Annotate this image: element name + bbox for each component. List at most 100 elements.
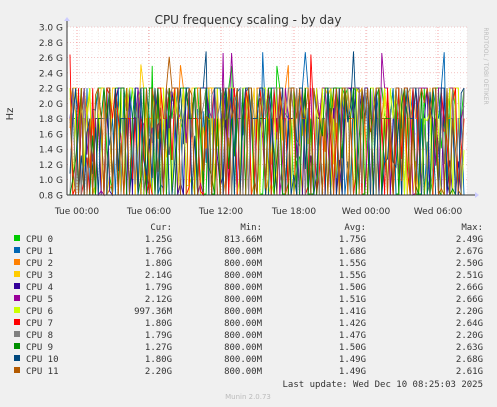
legend-series-name: CPU 10	[26, 355, 59, 365]
legend-series-name: CPU 5	[26, 295, 53, 305]
legend-series-name: CPU 4	[26, 283, 53, 293]
legend-series-name: CPU 1	[26, 247, 53, 257]
x-tick-label: Wed 00:00	[342, 207, 391, 217]
legend-swatch	[14, 331, 20, 337]
legend-swatch	[14, 343, 20, 349]
legend-value-avg: 1.50G	[339, 343, 366, 353]
y-tick-label: 2.2 G	[39, 85, 63, 95]
legend-value-cur: 1.25G	[145, 235, 172, 245]
legend-value-avg: 1.55G	[339, 271, 366, 281]
y-tick-label: 2.6 G	[39, 54, 63, 64]
legend-value-max: 2.64G	[456, 319, 483, 329]
y-axis-arrow-icon	[64, 17, 70, 21]
legend-value-max: 2.68G	[456, 355, 483, 365]
series-line-cpu-7	[69, 54, 465, 197]
legend-value-min: 800.00M	[224, 259, 263, 269]
legend-value-avg: 1.75G	[339, 235, 366, 245]
legend-value-cur: 1.80G	[145, 355, 172, 365]
legend-value-avg: 1.47G	[339, 331, 366, 341]
legend-series-name: CPU 8	[26, 331, 53, 341]
x-tick-label: Tue 12:00	[198, 207, 243, 217]
legend-value-cur: 1.80G	[145, 319, 172, 329]
legend-value-max: 2.66G	[456, 295, 483, 305]
legend-value-avg: 1.42G	[339, 319, 366, 329]
legend-value-cur: 2.14G	[145, 271, 172, 281]
legend-value-avg: 1.49G	[339, 367, 366, 377]
legend: Cur: Min: Avg: Max: CPU 0 1.25G 813.66M 1.75G 2.…	[14, 223, 483, 377]
legend-value-cur: 1.27G	[145, 343, 172, 353]
chart-title: CPU frequency scaling - by day	[155, 13, 342, 27]
legend-value-min: 800.00M	[224, 271, 263, 281]
x-tick-label: Wed 06:00	[414, 207, 463, 217]
y-tick-label: 1.6 G	[39, 130, 63, 140]
legend-value-cur: 997.36M	[134, 307, 173, 317]
legend-value-min: 813.66M	[224, 235, 263, 245]
legend-value-cur: 1.79G	[145, 283, 172, 293]
legend-value-cur: 1.79G	[145, 331, 172, 341]
legend-value-max: 2.20G	[456, 331, 483, 341]
legend-value-min: 800.00M	[224, 307, 263, 317]
legend-value-max: 2.50G	[456, 259, 483, 269]
legend-value-max: 2.67G	[456, 247, 483, 257]
legend-swatch	[14, 247, 20, 253]
legend-value-min: 800.00M	[224, 247, 263, 257]
y-tick-label: 1.4 G	[39, 146, 63, 156]
legend-value-min: 800.00M	[224, 331, 263, 341]
legend-value-max: 2.66G	[456, 283, 483, 293]
y-axis-label: Hz	[5, 108, 16, 121]
y-tick-label: 1.0 G	[39, 176, 63, 186]
legend-value-min: 800.00M	[224, 355, 263, 365]
legend-swatch	[14, 355, 20, 361]
rrdtool-side-label: RRDTOOL / TOBI OETIKER	[482, 27, 489, 104]
legend-value-min: 800.00M	[224, 295, 263, 305]
y-tick-label: 3.0 G	[39, 24, 63, 34]
legend-value-max: 2.63G	[456, 343, 483, 353]
legend-value-max: 2.49G	[456, 235, 483, 245]
legend-header-avg: Avg:	[344, 223, 366, 233]
legend-value-avg: 1.68G	[339, 247, 366, 257]
legend-value-cur: 1.76G	[145, 247, 172, 257]
legend-series-name: CPU 9	[26, 343, 53, 353]
legend-value-min: 800.00M	[224, 367, 263, 377]
legend-swatch	[14, 259, 20, 265]
legend-value-max: 2.61G	[456, 367, 483, 377]
legend-swatch	[14, 307, 20, 313]
legend-value-avg: 1.49G	[339, 355, 366, 365]
legend-series-name: CPU 7	[26, 319, 53, 329]
series-line-cpu-8	[69, 87, 465, 196]
y-tick-label: 2.0 G	[39, 100, 63, 110]
legend-value-min: 800.00M	[224, 343, 263, 353]
legend-swatch	[14, 367, 20, 373]
legend-value-cur: 2.20G	[145, 367, 172, 377]
legend-value-avg: 1.55G	[339, 259, 366, 269]
legend-swatch	[14, 235, 20, 241]
legend-value-avg: 1.50G	[339, 283, 366, 293]
legend-header-min: Min:	[240, 223, 262, 233]
y-tick-label: 2.4 G	[39, 69, 63, 79]
munin-version-footer: Munin 2.0.73	[225, 393, 271, 401]
legend-series-name: CPU 3	[26, 271, 53, 281]
legend-value-avg: 1.51G	[339, 295, 366, 305]
legend-swatch	[14, 271, 20, 277]
axis-layer: 3.0 G 2.8 G 2.6 G 2.4 G 2.2 G 2.0 G 1.8 G 1.6 G…	[39, 17, 479, 217]
legend-value-cur: 1.80G	[145, 259, 172, 269]
y-tick-label: 0.8 G	[39, 192, 63, 202]
legend-value-min: 800.00M	[224, 283, 263, 293]
legend-swatch	[14, 295, 20, 301]
legend-series-name: CPU 2	[26, 259, 53, 269]
legend-header-cur: Cur:	[150, 223, 172, 233]
y-tick-label: 2.8 G	[39, 39, 63, 49]
y-tick-label: 1.8 G	[39, 115, 63, 125]
legend-value-avg: 1.41G	[339, 307, 366, 317]
legend-swatch	[14, 319, 20, 325]
legend-series-name: CPU 6	[26, 307, 53, 317]
legend-value-max: 2.20G	[456, 307, 483, 317]
legend-swatch	[14, 283, 20, 289]
legend-series-name: CPU 0	[26, 235, 53, 245]
last-update-text: Last update: Wed Dec 10 08:25:03 2025	[283, 380, 483, 390]
legend-value-min: 800.00M	[224, 319, 263, 329]
x-tick-label: Tue 06:00	[126, 207, 171, 217]
legend-value-cur: 2.12G	[145, 295, 172, 305]
legend-header-max: Max:	[461, 223, 483, 233]
